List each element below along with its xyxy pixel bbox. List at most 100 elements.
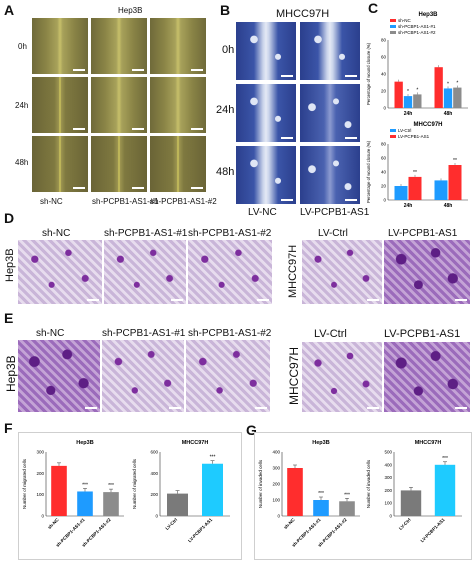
y-tick-label: 0 (277, 514, 280, 519)
wound-image-b-24h-2 (300, 84, 360, 142)
panel-label-e: E (4, 310, 14, 326)
transwell-d-mhcc97h-2 (384, 240, 470, 304)
bar (434, 464, 456, 516)
bar (202, 463, 223, 516)
bar (103, 492, 119, 516)
wound-image-b-48h-2 (300, 146, 360, 204)
panel-label-f: F (4, 420, 13, 436)
wound-image-a-24h-2 (91, 77, 147, 133)
bar (453, 87, 462, 108)
bar (51, 465, 67, 516)
y-tick-label: 60 (381, 55, 387, 60)
bar (408, 176, 422, 200)
significance-mark: * (407, 89, 409, 95)
legend-entry: LV-PCPB1-AS1 (398, 134, 430, 139)
y-tick-label: 0 (41, 514, 44, 519)
legend-entry: sh-PCBP1-AS1-#2 (398, 30, 436, 35)
wound-image-a-24h-1 (32, 77, 88, 133)
y-axis-label: Number of migrated cells (132, 458, 137, 509)
y-tick-label: 0 (383, 106, 386, 111)
bar (434, 180, 448, 200)
panel-label-g: G (246, 422, 257, 438)
x-tick-label: LV-Ctrl (398, 517, 412, 531)
panel-label-a: A (4, 2, 15, 18)
panel-a-group-2: sh-PCPB1-AS1-#1 (92, 197, 159, 206)
panel-d-left-group-3: sh-PCPB1-AS1-#2 (188, 228, 272, 239)
chart-g-left: Hep3B 0 100 200 300 400 Number of invaded cell… (258, 440, 360, 548)
chart-f-left: Hep3B 0 100 200 300 Number of migrated cells s… (22, 440, 124, 548)
legend-swatch (390, 129, 396, 132)
y-tick-label: 300 (272, 466, 280, 471)
y-tick-label: 200 (384, 488, 392, 493)
chart-title: MHCC97H (182, 440, 209, 446)
panel-a-time-24h: 24h (15, 101, 29, 110)
panel-label-b: B (220, 2, 231, 18)
legend-entry: LV-Ctrl (398, 128, 411, 133)
y-tick-label: 0 (389, 514, 392, 519)
significance-mark: *** (442, 456, 448, 462)
bar (448, 165, 462, 200)
panel-a-time-48h: 48h (15, 158, 29, 167)
x-tick-label: 48h (444, 111, 453, 117)
chart-f-right: MHCC97H 0 200 400 600 Number of migrated cell… (132, 440, 230, 543)
y-axis-label: Number of migrated cells (22, 458, 27, 509)
panel-label-c: C (368, 0, 379, 16)
y-tick-label: 200 (36, 471, 44, 476)
panel-a-time-0h: 0h (18, 42, 27, 51)
y-tick-label: 400 (384, 462, 392, 467)
wound-image-b-48h-1 (236, 146, 296, 204)
bar (287, 468, 303, 516)
y-tick-label: 200 (150, 492, 158, 497)
wound-image-a-48h-3 (150, 136, 206, 192)
panel-d-left-group-1: sh-NC (42, 228, 71, 239)
wound-image-a-0h-3 (150, 18, 206, 74)
x-tick-label: LV-PCBP1-AS1 (187, 517, 213, 543)
transwell-e-hep3b-2 (102, 340, 184, 412)
x-tick-label: LV-PCBP1-AS1 (420, 517, 446, 543)
panel-b-time-24h: 24h (216, 104, 235, 116)
x-tick-label: sh-NC (283, 517, 296, 530)
y-tick-label: 600 (150, 450, 158, 455)
panel-b-group-1: LV-NC (248, 207, 277, 218)
y-tick-label: 80 (381, 142, 387, 147)
wound-image-a-0h-2 (91, 18, 147, 74)
transwell-d-mhcc97h-1 (302, 240, 382, 304)
panel-d-left-group-2: sh-PCPB1-AS1-#1 (104, 228, 188, 239)
transwell-e-hep3b-3 (186, 340, 270, 412)
panel-a-cell-line: Hep3B (118, 6, 143, 15)
y-tick-label: 300 (36, 450, 44, 455)
y-tick-label: 100 (36, 492, 44, 497)
bar (413, 94, 422, 108)
legend-entry: sh-NC (398, 18, 412, 23)
wound-image-a-48h-1 (32, 136, 88, 192)
significance-mark: *** (108, 483, 114, 489)
chart-g-right: MHCC97H 0 100 200 300 400 500 Number of invaded… (366, 440, 462, 543)
chart-title: Hep3B (418, 12, 438, 18)
y-tick-label: 0 (383, 198, 386, 203)
panel-b-group-2: LV-PCPB1-AS1 (300, 207, 370, 218)
y-tick-label: 20 (381, 184, 387, 189)
bar (394, 81, 403, 108)
y-tick-label: 200 (272, 482, 280, 487)
x-tick-label: sh-NC (47, 517, 60, 530)
transwell-d-hep3b-3 (188, 240, 272, 304)
wound-image-a-0h-1 (32, 18, 88, 74)
y-tick-label: 300 (384, 475, 392, 480)
y-tick-label: 400 (150, 471, 158, 476)
legend-swatch (390, 135, 396, 138)
x-tick-label: LV-Ctrl (164, 517, 178, 531)
panel-a-group-3: sh-PCPB1-AS1-#2 (150, 197, 217, 206)
transwell-d-hep3b-2 (104, 240, 186, 304)
panel-a-group-1: sh-NC (40, 197, 63, 206)
significance-mark: *** (210, 455, 216, 461)
wound-image-b-0h-1 (236, 22, 296, 80)
chart-title: MHCC97H (415, 440, 442, 446)
panel-e-right-group-2: LV-PCPB1-AS1 (384, 328, 461, 340)
panel-e-left-group-2: sh-PCPB1-AS1-#1 (102, 328, 186, 339)
legend-swatch (390, 25, 396, 28)
panel-label-d: D (4, 210, 15, 226)
significance-mark: *** (344, 492, 350, 498)
y-axis-label: Number of invaded cells (366, 459, 371, 508)
y-tick-label: 400 (272, 450, 280, 455)
significance-mark: *** (82, 482, 88, 488)
